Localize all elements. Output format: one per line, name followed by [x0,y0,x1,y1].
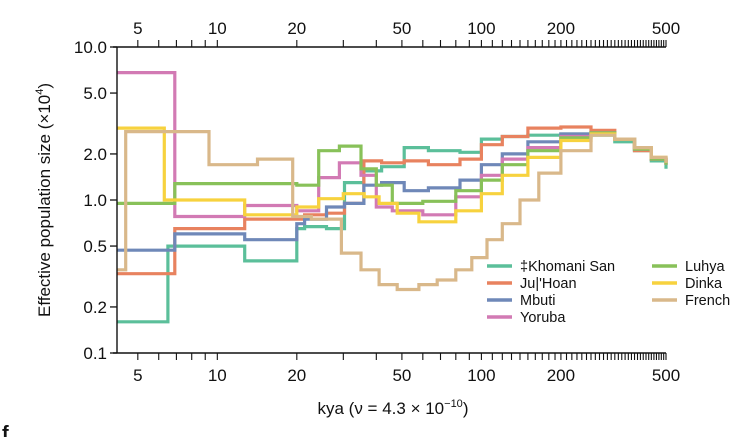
y-tick-label: 0.2 [83,298,107,317]
legend-label: French [685,293,730,309]
y-tick-label: 10.0 [74,38,107,57]
x-tick-label: 10 [208,366,227,385]
top-tick-label: 100 [467,19,495,38]
top-tick-label: 50 [392,19,411,38]
legend-item: Yoruba [487,310,566,326]
y-axis-title: Effective population size (×104) [34,83,54,317]
legend-label: Yoruba [520,310,566,326]
x-axis-title-close: ) [463,399,469,418]
legend-item: Dinka [652,276,723,292]
y-axis-title-exp: 4 [34,89,46,95]
x-tick-label: 200 [547,366,575,385]
x-tick-label: 50 [392,366,411,385]
top-tick-label: 10 [208,19,227,38]
legend-label: Dinka [685,276,723,292]
x-axis-title: kya (ν = 4.3 × 10−10) [318,398,469,418]
legend-item: Ju|'Hoan [487,276,577,292]
y-ticks: 0.1 0.2 0.5 1.0 2.0 5.0 10.0 [74,38,117,363]
legend-label: Mbuti [520,293,555,309]
legend-label: Ju|'Hoan [520,276,577,292]
legend-item: Mbuti [487,293,555,309]
y-axis-title-close: ) [35,83,54,89]
y-tick-label: 0.1 [83,344,107,363]
x-tick-label: 20 [287,366,306,385]
top-tick-label: 200 [547,19,575,38]
panel-letter: f [2,423,9,437]
y-axis-title-text: Effective population size (×10 [35,95,54,317]
x-ticks: 5 10 20 50 100 200 500 [133,353,680,385]
legend-item: French [652,293,730,309]
y-tick-label: 0.5 [83,237,107,256]
x-tick-label: 5 [133,366,142,385]
legend-label: Luhya [685,259,725,275]
top-tick-label: 5 [133,19,142,38]
top-ticks: 5 10 20 50 100 200 500 [133,19,680,47]
legend-label: ‡Khomani San [520,259,615,275]
y-tick-label: 2.0 [83,145,107,164]
x-tick-label: 100 [467,366,495,385]
x-axis-title-text: kya (ν = 4.3 × 10 [318,399,445,418]
x-tick-label: 500 [652,366,680,385]
series-line-french [117,130,668,292]
series-layer [117,71,668,324]
legend-item: ‡Khomani San [487,259,615,275]
top-tick-label: 20 [287,19,306,38]
x-axis-title-exp: −10 [444,398,463,410]
y-tick-label: 1.0 [83,191,107,210]
top-tick-label: 500 [652,19,680,38]
axes-layer: 0.10.20.51.02.05.010.0 5 10 20 50 100 200 500 … [74,19,680,385]
y-tick-label: 5.0 [83,84,107,103]
legend-item: Luhya [652,259,725,275]
